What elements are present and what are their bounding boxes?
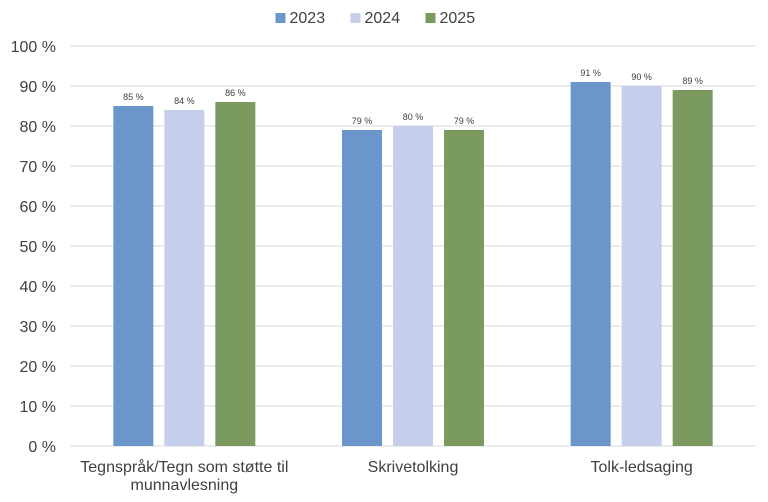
legend-label: 2025: [440, 10, 476, 27]
legend-label: 2024: [365, 10, 401, 27]
data-labels: 85 % 84 % 86 % 79 % 80 % 79 % 91 % 90 % 89 %: [123, 68, 703, 126]
category-label: munnavlesning: [131, 477, 239, 494]
y-tick-label: 70 %: [20, 159, 56, 176]
x-axis: Tegnspråk/Tegn som støtte tilmunnavlesni…: [80, 458, 693, 494]
legend: 2023 2024 2025: [275, 10, 476, 27]
bar-2024: [621, 86, 662, 446]
bar-2023: [570, 82, 611, 446]
data-label: 89 %: [682, 76, 703, 86]
legend-label: 2023: [290, 10, 326, 27]
y-tick-label: 50 %: [20, 239, 56, 256]
y-tick-label: 0 %: [28, 439, 56, 456]
data-label: 80 %: [403, 112, 424, 122]
data-label: 86 %: [225, 88, 246, 98]
y-tick-label: 10 %: [20, 399, 56, 416]
legend-swatch: [350, 13, 361, 23]
category-label: Tolk-ledsaging: [591, 459, 693, 476]
bar-2025: [215, 102, 256, 446]
y-tick-label: 20 %: [20, 359, 56, 376]
y-tick-label: 30 %: [20, 319, 56, 336]
legend-swatch: [425, 13, 436, 23]
legend-swatch: [275, 13, 286, 23]
data-label: 84 %: [174, 96, 195, 106]
data-label: 79 %: [352, 116, 373, 126]
y-tick-label: 90 %: [20, 79, 56, 96]
bar-2025: [444, 130, 484, 446]
data-label: 79 %: [454, 116, 475, 126]
bar-2025: [672, 90, 713, 446]
bar-2023: [342, 130, 382, 446]
bar-2024: [393, 126, 433, 446]
bar-2023: [113, 106, 154, 446]
bar-2024: [164, 110, 205, 446]
y-axis: 0 % 10 % 20 % 30 % 40 % 50 % 60 % 70 % 80 % 90 % 1…: [11, 39, 56, 456]
y-tick-label: 100 %: [11, 39, 56, 56]
y-tick-label: 60 %: [20, 199, 56, 216]
y-tick-label: 80 %: [20, 119, 56, 136]
data-label: 91 %: [580, 68, 601, 78]
y-tick-label: 40 %: [20, 279, 56, 296]
category-label: Tegnspråk/Tegn som støtte til: [80, 458, 288, 476]
data-label: 90 %: [631, 72, 652, 82]
data-label: 85 %: [123, 92, 144, 102]
bars: [113, 82, 713, 446]
category-label: Skrivetolking: [368, 459, 459, 476]
